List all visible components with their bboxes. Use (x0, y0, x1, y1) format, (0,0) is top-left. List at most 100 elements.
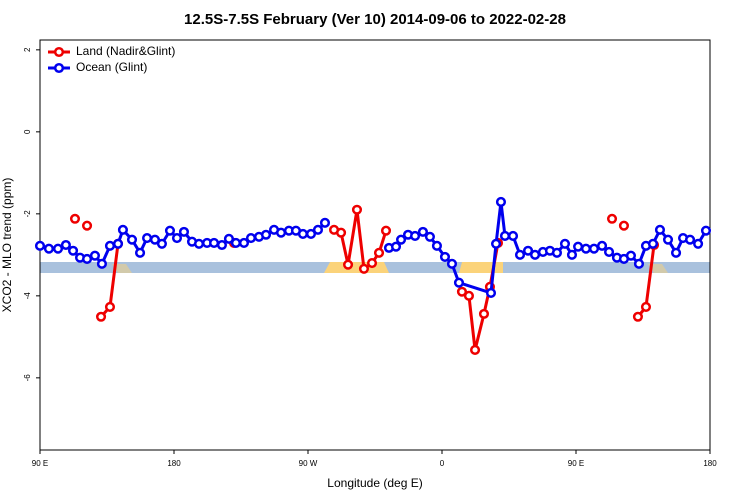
point (499, 230, 511, 242)
point (647, 238, 659, 249)
point (580, 243, 592, 254)
plot-frame (39, 39, 711, 451)
point (625, 250, 636, 261)
legend-marker (53, 62, 65, 74)
point (230, 237, 241, 248)
point (597, 240, 608, 251)
point (276, 227, 287, 238)
point (566, 249, 578, 260)
point (223, 233, 234, 244)
land-strip (459, 262, 503, 273)
point (112, 238, 124, 249)
point (446, 258, 458, 269)
point (95, 311, 107, 322)
legend-label: Ocean (Glint) (76, 60, 147, 74)
point (34, 240, 46, 251)
point (618, 220, 629, 231)
point (700, 225, 712, 236)
x-tick-label: 90 W (299, 459, 318, 468)
x-tick-label: 0 (440, 459, 445, 468)
y-tick-label: -2 (23, 210, 32, 218)
point (142, 232, 153, 244)
point (52, 243, 64, 254)
point (640, 301, 652, 312)
point (684, 234, 696, 245)
point (104, 240, 116, 251)
legend-marker (53, 46, 65, 58)
point (68, 245, 79, 256)
y-tick-label: 2 (23, 47, 32, 52)
point (693, 238, 704, 249)
point (671, 247, 682, 258)
point (463, 290, 474, 301)
point (654, 224, 666, 235)
point (478, 308, 490, 319)
x-tick-label: 180 (167, 459, 181, 468)
point (439, 251, 451, 262)
point (171, 232, 183, 244)
point (351, 204, 363, 215)
chart-title: 12.5S-7.5S February (Ver 10) 2014-09-06 … (184, 11, 566, 28)
x-tick-label: 90 E (568, 459, 584, 468)
point (495, 196, 507, 207)
point (43, 243, 54, 254)
land-strip (648, 264, 668, 273)
point (410, 230, 421, 242)
point (424, 231, 435, 242)
point (104, 301, 116, 312)
y-tick-label: -4 (23, 292, 32, 300)
y-axis-label: XCO2 - MLO trend (ppm) (0, 178, 14, 313)
point (551, 247, 562, 258)
point (453, 277, 465, 288)
point (490, 238, 502, 249)
point (238, 237, 250, 248)
point (305, 228, 317, 239)
point (81, 220, 93, 231)
point (559, 238, 571, 249)
x-axis-label: Longitude (deg E) (327, 476, 422, 490)
point (507, 230, 519, 242)
point (470, 344, 481, 356)
point (390, 241, 402, 252)
point (633, 258, 645, 269)
point (530, 249, 541, 260)
legend-label: Land (Nadir&Glint) (76, 44, 175, 58)
point (606, 213, 618, 224)
point (117, 224, 128, 235)
point (456, 286, 468, 297)
point (523, 245, 534, 256)
point (417, 226, 428, 237)
point (380, 225, 392, 236)
point (319, 217, 331, 228)
point (69, 213, 81, 224)
point (156, 238, 167, 249)
point (245, 232, 257, 244)
point (178, 226, 190, 237)
point (366, 257, 378, 269)
point (373, 247, 385, 258)
point (358, 263, 370, 274)
point (312, 224, 324, 235)
land-strip (112, 264, 132, 273)
point (343, 259, 354, 270)
point (126, 234, 138, 245)
point (260, 229, 272, 240)
point (588, 243, 600, 254)
point (485, 287, 497, 299)
point (632, 311, 643, 322)
point (81, 253, 93, 264)
point (60, 239, 71, 251)
y-tick-label: -6 (23, 374, 32, 382)
point (135, 247, 146, 258)
point (431, 240, 442, 251)
point (297, 228, 308, 239)
point (209, 237, 220, 248)
point (164, 225, 176, 236)
point (662, 234, 674, 245)
point (604, 246, 615, 258)
point (89, 250, 100, 261)
point (216, 239, 227, 251)
point (96, 258, 107, 269)
